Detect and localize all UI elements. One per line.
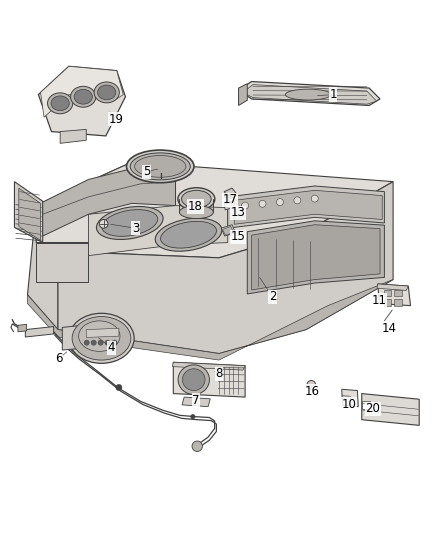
- Text: 10: 10: [341, 398, 356, 411]
- Text: 11: 11: [372, 294, 387, 306]
- Text: 17: 17: [223, 193, 238, 206]
- Ellipse shape: [161, 221, 216, 248]
- Polygon shape: [41, 66, 123, 117]
- Polygon shape: [362, 393, 419, 425]
- Polygon shape: [342, 389, 358, 407]
- Polygon shape: [252, 225, 380, 290]
- Polygon shape: [224, 188, 237, 198]
- Ellipse shape: [74, 90, 92, 104]
- Text: 15: 15: [230, 230, 245, 244]
- Ellipse shape: [183, 369, 205, 391]
- Polygon shape: [394, 299, 402, 305]
- Ellipse shape: [180, 206, 213, 219]
- Circle shape: [98, 340, 103, 345]
- Polygon shape: [362, 401, 371, 409]
- Polygon shape: [182, 397, 210, 407]
- Circle shape: [84, 340, 89, 345]
- Text: 14: 14: [382, 322, 397, 335]
- Polygon shape: [239, 84, 247, 106]
- Ellipse shape: [98, 85, 116, 100]
- Ellipse shape: [130, 153, 190, 180]
- Ellipse shape: [96, 206, 163, 239]
- Text: 8: 8: [215, 367, 223, 381]
- Ellipse shape: [155, 218, 222, 251]
- Polygon shape: [384, 289, 391, 296]
- Circle shape: [311, 195, 318, 202]
- Polygon shape: [19, 188, 41, 240]
- Polygon shape: [228, 186, 385, 228]
- Text: 7: 7: [192, 393, 200, 407]
- Text: 13: 13: [230, 206, 245, 220]
- Text: 1: 1: [329, 88, 337, 101]
- Text: 5: 5: [143, 165, 150, 178]
- Polygon shape: [247, 221, 385, 294]
- Ellipse shape: [182, 190, 211, 208]
- Polygon shape: [43, 166, 176, 236]
- Circle shape: [112, 340, 117, 345]
- Polygon shape: [377, 284, 408, 290]
- Polygon shape: [36, 162, 176, 243]
- Polygon shape: [62, 324, 95, 350]
- Polygon shape: [36, 243, 88, 282]
- Ellipse shape: [72, 317, 131, 360]
- Text: 19: 19: [108, 113, 124, 126]
- Circle shape: [116, 384, 122, 391]
- Circle shape: [294, 197, 301, 204]
- Polygon shape: [384, 299, 391, 305]
- Circle shape: [99, 220, 108, 228]
- Polygon shape: [394, 289, 402, 296]
- Polygon shape: [25, 327, 53, 337]
- Polygon shape: [14, 182, 43, 243]
- Circle shape: [276, 199, 283, 206]
- Ellipse shape: [51, 96, 69, 111]
- Polygon shape: [86, 328, 119, 337]
- Polygon shape: [36, 162, 393, 258]
- Polygon shape: [39, 66, 125, 136]
- Circle shape: [259, 200, 266, 207]
- Text: 20: 20: [365, 402, 380, 415]
- Polygon shape: [28, 279, 393, 360]
- Circle shape: [242, 202, 249, 209]
- Circle shape: [191, 415, 195, 419]
- Polygon shape: [224, 201, 232, 210]
- Polygon shape: [18, 325, 27, 332]
- Circle shape: [224, 194, 228, 198]
- Polygon shape: [28, 206, 58, 329]
- Ellipse shape: [127, 150, 194, 183]
- Text: 2: 2: [269, 290, 276, 303]
- Ellipse shape: [94, 82, 119, 103]
- Ellipse shape: [134, 156, 186, 177]
- Polygon shape: [223, 227, 234, 235]
- Polygon shape: [60, 130, 86, 143]
- Polygon shape: [234, 190, 382, 224]
- Polygon shape: [88, 206, 228, 256]
- Polygon shape: [378, 284, 410, 305]
- Polygon shape: [243, 85, 377, 104]
- Ellipse shape: [286, 89, 331, 100]
- Ellipse shape: [178, 188, 215, 211]
- Polygon shape: [173, 362, 245, 397]
- Ellipse shape: [178, 365, 209, 394]
- Circle shape: [231, 194, 235, 198]
- Text: 16: 16: [304, 385, 319, 398]
- Polygon shape: [58, 182, 393, 353]
- Polygon shape: [221, 225, 236, 236]
- Text: 3: 3: [132, 222, 139, 235]
- Ellipse shape: [69, 313, 134, 364]
- Circle shape: [91, 340, 96, 345]
- Polygon shape: [239, 82, 380, 106]
- Ellipse shape: [79, 321, 120, 351]
- Ellipse shape: [102, 209, 158, 236]
- Circle shape: [307, 381, 316, 389]
- Circle shape: [228, 194, 231, 198]
- Text: 4: 4: [108, 342, 115, 354]
- Ellipse shape: [47, 93, 73, 114]
- Text: 6: 6: [55, 352, 63, 365]
- Polygon shape: [173, 362, 245, 370]
- Ellipse shape: [71, 86, 96, 107]
- Text: 18: 18: [188, 200, 203, 213]
- Circle shape: [105, 340, 110, 345]
- Circle shape: [192, 441, 202, 451]
